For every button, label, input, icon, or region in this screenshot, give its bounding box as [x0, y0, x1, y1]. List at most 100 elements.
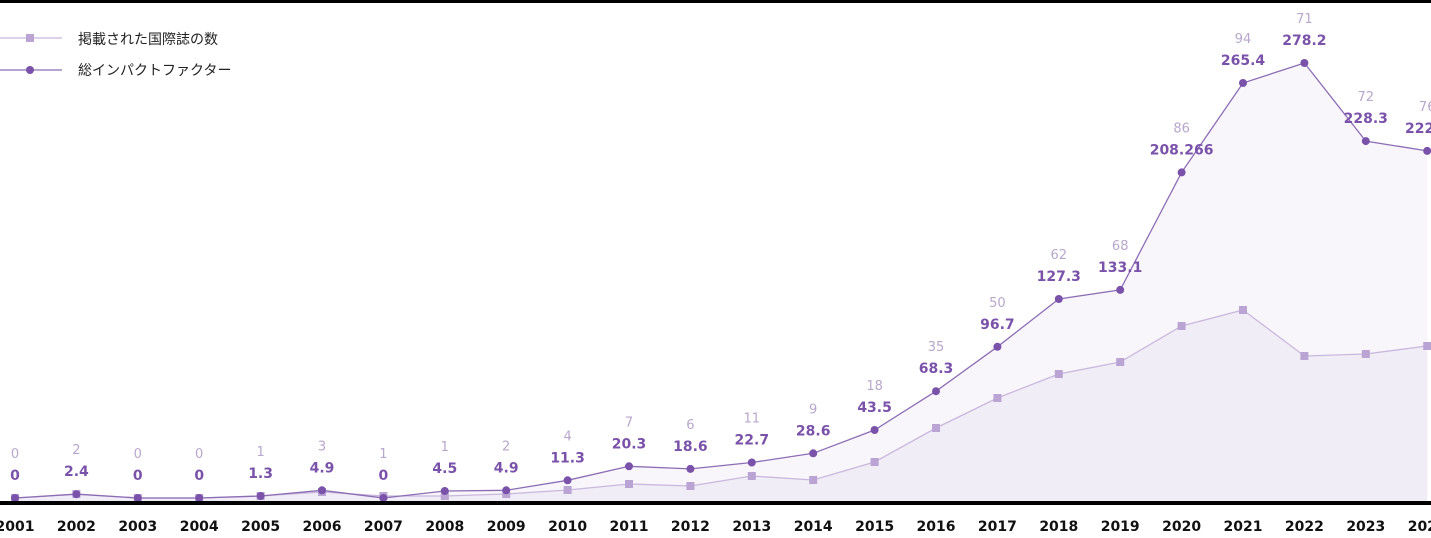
impact-factor-point-2014: [809, 449, 818, 458]
x-tick-label-2008: 2008: [425, 519, 464, 535]
journal-count-point-2013: [747, 472, 756, 480]
journal-count-point-2014: [809, 476, 818, 484]
journal-count-point-2022: [1300, 352, 1309, 360]
x-tick-label-2018: 2018: [1039, 519, 1078, 535]
legend-item-if: 総インパクトファクター: [0, 63, 231, 79]
impact-factor-point-2008: [440, 487, 449, 495]
impact-factor-point-2020: [1177, 168, 1186, 177]
x-tick-label-2005: 2005: [241, 519, 280, 535]
journal-count-point-2024: [1423, 342, 1431, 350]
x-tick-label-2009: 2009: [487, 519, 526, 535]
impact-factor-label-2004: 0: [194, 468, 204, 484]
impact-factor-label-2008: 4.5: [432, 461, 457, 477]
impact-factor-point-2010: [563, 476, 572, 485]
journal-count-label-2003: 0: [134, 447, 142, 462]
journal-count-label-2024: 76: [1419, 100, 1431, 115]
chart-markers: [11, 59, 1431, 502]
impact-factor-label-2016: 68.3: [919, 361, 954, 377]
x-tick-label-2007: 2007: [364, 519, 403, 535]
impact-factor-label-2012: 18.6: [673, 439, 708, 455]
x-tick-label-2003: 2003: [118, 519, 157, 535]
journal-count-label-2023: 72: [1358, 90, 1375, 105]
journal-count-label-2009: 2: [502, 439, 510, 454]
legend-count-label: 掲載された国際誌の数: [78, 32, 218, 48]
impact-factor-point-2009: [502, 486, 511, 495]
journal-count-point-2017: [993, 394, 1002, 402]
journal-count-point-2015: [870, 458, 879, 466]
x-axis-tick-labels: 2001 2002 2003 2004 2005 2006 2007 2008 2009 2010…: [0, 519, 1431, 535]
journal-count-label-2007: 1: [379, 447, 387, 462]
journal-count-label-2012: 6: [686, 418, 694, 433]
impact-factor-label-2011: 20.3: [612, 436, 647, 452]
x-tick-label-2010: 2010: [548, 519, 587, 535]
impact-factor-label-2023: 228.3: [1344, 111, 1388, 127]
impact-factor-label-2021: 265.4: [1221, 53, 1266, 69]
journal-count-point-2018: [1054, 370, 1063, 378]
x-tick-label-2015: 2015: [855, 519, 894, 535]
legend-if-label: 総インパクトファクター: [78, 63, 231, 79]
impact-factor-point-2015: [870, 426, 879, 434]
impact-factor-label-2001: 0: [10, 468, 20, 484]
x-axis-baseline: [0, 501, 1431, 505]
journal-count-label-2011: 7: [625, 415, 633, 430]
x-tick-label-2022: 2022: [1285, 519, 1324, 535]
impact-factor-label-2015: 43.5: [857, 400, 892, 416]
impact-factor-point-2005: [256, 492, 265, 500]
x-tick-label-2024: 2024: [1408, 519, 1431, 535]
journal-count-point-2011: [625, 480, 633, 488]
x-tick-label-2012: 2012: [671, 519, 710, 535]
legend-if-circle-icon: [26, 66, 34, 74]
impact-factor-point-2016: [932, 387, 940, 396]
journal-count-point-2008: [440, 492, 449, 500]
x-tick-label-2001: 2001: [0, 519, 34, 535]
impact-factor-point-2006: [318, 486, 326, 495]
impact-factor-label-2010: 11.3: [550, 450, 585, 466]
journal-count-point-2010: [563, 486, 572, 494]
journal-count-label-2018: 62: [1051, 248, 1068, 263]
impact-factor-point-2003: [133, 494, 142, 502]
journal-count-label-2002: 2: [72, 443, 80, 458]
x-tick-label-2016: 2016: [917, 519, 956, 535]
journal-count-area: [15, 310, 1428, 501]
impact-factor-point-2017: [993, 342, 1002, 351]
journal-count-label-2022: 71: [1296, 12, 1313, 27]
impact-factor-label-2006: 4.9: [310, 460, 335, 476]
legend: 掲載された国際誌の数 総インパクトファクター: [0, 32, 231, 79]
journal-count-point-2019: [1116, 358, 1125, 366]
x-tick-label-2017: 2017: [978, 519, 1017, 535]
journal-count-point-2016: [932, 424, 940, 432]
impact-factor-point-2012: [686, 464, 695, 473]
x-tick-label-2014: 2014: [794, 519, 833, 535]
impact-factor-point-2021: [1239, 79, 1247, 87]
impact-factor-point-2019: [1116, 285, 1125, 294]
journal-count-label-2017: 50: [989, 296, 1006, 311]
x-tick-label-2023: 2023: [1346, 519, 1385, 535]
legend-item-count: 掲載された国際誌の数: [0, 32, 218, 48]
impact-factor-point-2001: [11, 494, 19, 502]
x-tick-label-2020: 2020: [1162, 519, 1201, 535]
journal-count-label-2016: 35: [928, 340, 945, 355]
journal-count-label-2020: 86: [1173, 121, 1190, 136]
impact-factor-point-2023: [1361, 137, 1370, 146]
journal-count-label-2010: 4: [563, 429, 571, 444]
journal-count-point-2021: [1239, 306, 1247, 314]
impact-factor-label-2009: 4.9: [494, 460, 519, 476]
x-tick-label-2013: 2013: [732, 519, 771, 535]
impact-factor-label-2020: 208.266: [1150, 142, 1214, 158]
top-border: [0, 0, 1431, 3]
journal-count-label-2005: 1: [256, 445, 264, 460]
impact-factor-point-2022: [1300, 59, 1309, 67]
journal-count-label-2014: 9: [809, 402, 817, 417]
journal-count-point-2023: [1361, 350, 1370, 358]
x-tick-label-2021: 2021: [1224, 519, 1263, 535]
impact-factor-label-2022: 278.2: [1282, 33, 1326, 49]
journal-count-label-2001: 0: [11, 447, 19, 462]
impact-factor-point-2011: [625, 462, 633, 471]
journal-count-label-2008: 1: [441, 440, 449, 455]
impact-factor-point-2007: [379, 494, 388, 502]
impact-factor-point-2004: [195, 494, 204, 502]
impact-factor-label-2007: 0: [379, 468, 389, 484]
journal-count-label-2019: 68: [1112, 239, 1129, 254]
